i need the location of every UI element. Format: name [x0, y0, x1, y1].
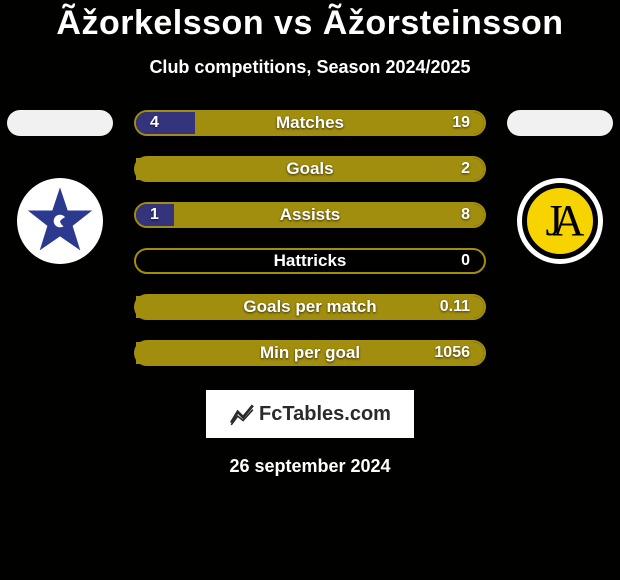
- ia-badge-icon: JA: [522, 183, 598, 259]
- stat-label: Assists: [280, 205, 340, 225]
- player-left-club-badge: [17, 178, 103, 264]
- stat-fill-left: [136, 112, 195, 134]
- brand-text: FcTables.com: [259, 403, 391, 426]
- stat-label: Matches: [276, 113, 344, 133]
- stat-label: Goals: [286, 159, 333, 179]
- root: Ãžorkelsson vs Ãžorsteinsson Club compet…: [0, 0, 620, 477]
- stat-value-right: 0.11: [440, 298, 470, 316]
- date-line: 26 september 2024: [0, 456, 620, 477]
- stat-bar: 1056 Min per goal: [134, 340, 486, 366]
- subtitle: Club competitions, Season 2024/2025: [0, 57, 620, 78]
- player-right-name-pill: [507, 110, 613, 136]
- stat-bar: 2 Goals: [134, 156, 486, 182]
- stat-bar: 0 Hattricks: [134, 248, 486, 274]
- stat-label: Goals per match: [243, 297, 376, 317]
- stat-value-right: 8: [461, 206, 470, 224]
- brand-badge[interactable]: FcTables.com: [206, 390, 414, 438]
- stat-label: Min per goal: [260, 343, 360, 363]
- stat-bar: 1 8 Assists: [134, 202, 486, 228]
- page-title: Ãžorkelsson vs Ãžorsteinsson: [0, 4, 620, 43]
- stat-value-right: 2: [461, 160, 470, 178]
- ia-badge-letters: JA: [546, 199, 575, 243]
- comparison-row: 4 19 Matches 2 Goals 1 8 Assists 0 Hattricks 0.11 G…: [0, 110, 620, 366]
- stat-value-left: 4: [150, 114, 159, 132]
- player-right-club-badge: JA: [517, 178, 603, 264]
- stat-value-left: 1: [150, 206, 159, 224]
- chart-icon: [229, 401, 255, 427]
- player-right-col: JA: [500, 110, 620, 264]
- stat-label: Hattricks: [274, 251, 347, 271]
- stat-value-right: 0: [461, 252, 470, 270]
- stats-column: 4 19 Matches 2 Goals 1 8 Assists 0 Hattricks 0.11 G…: [120, 110, 500, 366]
- stat-bar: 0.11 Goals per match: [134, 294, 486, 320]
- player-left-col: [0, 110, 120, 264]
- star-badge-icon: [25, 186, 95, 256]
- stat-value-right: 19: [452, 114, 470, 132]
- player-left-name-pill: [7, 110, 113, 136]
- stat-bar: 4 19 Matches: [134, 110, 486, 136]
- stat-value-right: 1056: [434, 344, 470, 362]
